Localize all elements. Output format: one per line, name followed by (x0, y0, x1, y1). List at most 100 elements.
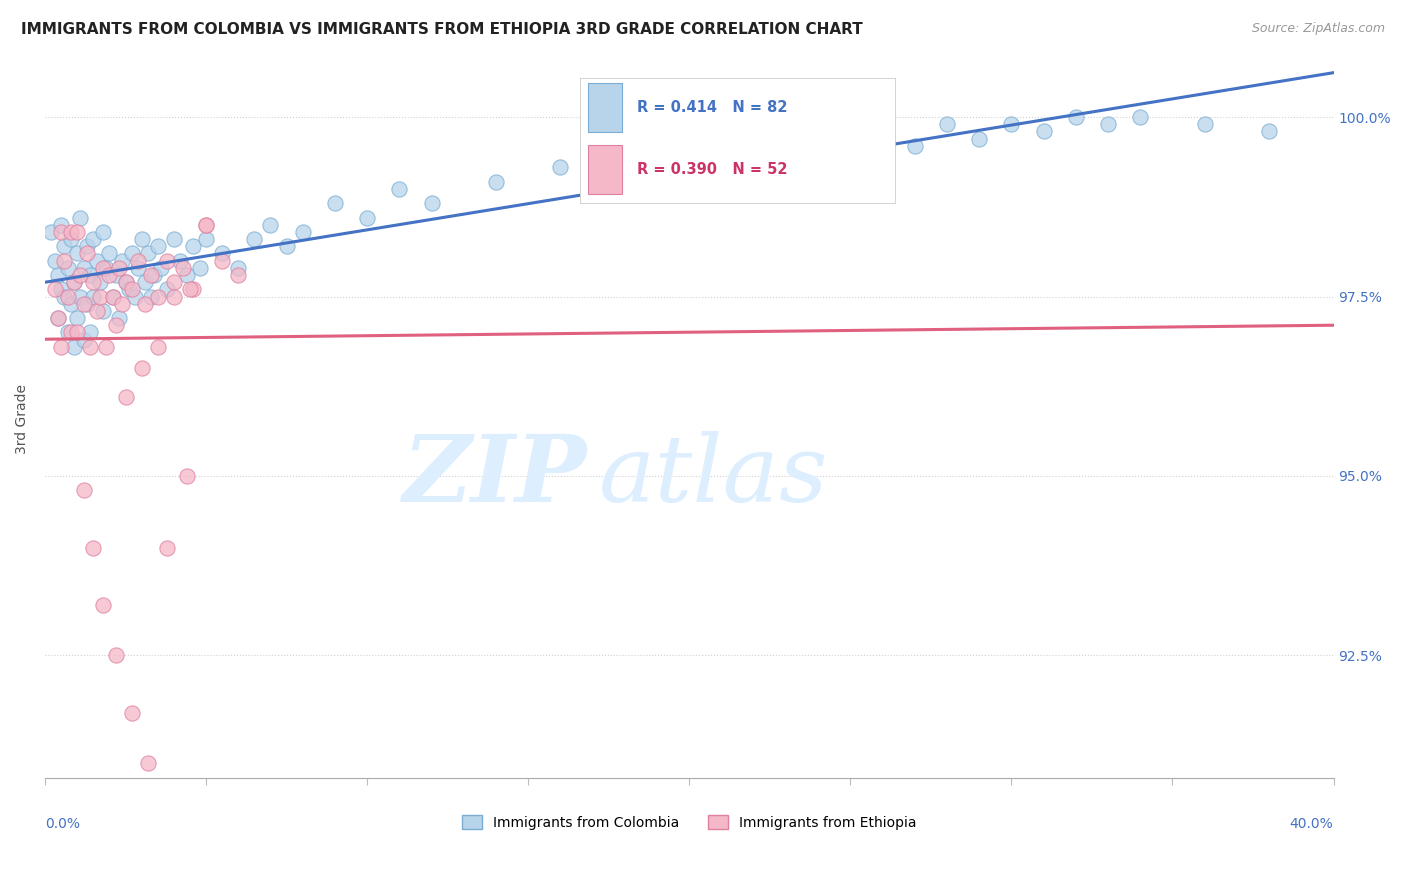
Point (46, 311, 69, 326)
Point (291, 225, 314, 239)
Y-axis label: 3rd Grade: 3rd Grade (15, 384, 30, 453)
Point (904, 138, 927, 153)
Point (104, 318, 127, 333)
Point (136, 246, 159, 260)
Point (195, 218, 218, 232)
Point (89, 275, 111, 289)
Point (131, 232, 153, 246)
Point (98, 268, 121, 282)
Point (195, 218, 218, 232)
Point (91, 599, 114, 613)
Point (1064, 110, 1087, 124)
Point (143, 268, 166, 282)
Point (101, 289, 124, 303)
Point (127, 253, 149, 268)
Point (49, 340, 72, 354)
Text: atlas: atlas (599, 431, 828, 521)
Point (156, 282, 179, 296)
Point (613, 145, 636, 160)
Text: 40.0%: 40.0% (1289, 817, 1333, 831)
Point (176, 268, 198, 282)
Point (66, 225, 89, 239)
Point (243, 232, 266, 246)
Point (53, 289, 76, 303)
Point (936, 117, 959, 131)
Point (76, 239, 98, 253)
Point (98, 246, 121, 260)
Point (146, 340, 169, 354)
Point (169, 253, 191, 268)
Point (179, 282, 201, 296)
Point (63, 275, 86, 289)
Point (195, 232, 218, 246)
Point (91, 304, 114, 318)
Point (146, 239, 169, 253)
Point (420, 196, 443, 211)
Point (49, 218, 72, 232)
Point (69, 289, 91, 303)
Point (82, 275, 104, 289)
Point (59, 225, 82, 239)
Point (114, 275, 136, 289)
Point (91, 225, 114, 239)
Point (678, 138, 700, 153)
Point (156, 541, 179, 555)
Point (181, 239, 204, 253)
Point (211, 253, 233, 268)
Point (121, 282, 143, 296)
Point (59, 232, 82, 246)
Point (56, 260, 79, 275)
Point (108, 260, 131, 275)
Point (259, 218, 281, 232)
Point (72, 260, 94, 275)
Point (66, 246, 89, 260)
Point (163, 289, 186, 303)
Point (53, 239, 76, 253)
Point (104, 648, 127, 663)
Point (96, 260, 118, 275)
Point (82, 541, 104, 555)
Point (108, 311, 131, 326)
Point (111, 296, 134, 310)
Point (76, 246, 98, 260)
Point (63, 275, 86, 289)
Point (104, 268, 127, 282)
Text: ZIP: ZIP (402, 431, 586, 521)
Point (53, 253, 76, 268)
Text: 0.0%: 0.0% (45, 817, 80, 831)
Point (146, 289, 169, 303)
Point (181, 282, 204, 296)
Point (967, 131, 990, 145)
Point (96, 340, 118, 354)
Point (188, 260, 211, 275)
Point (41, 225, 63, 239)
Point (114, 390, 136, 404)
Point (127, 260, 149, 275)
Point (323, 196, 346, 211)
Point (176, 469, 198, 483)
Point (1000, 117, 1022, 131)
Point (156, 253, 179, 268)
Point (173, 260, 195, 275)
Point (82, 232, 104, 246)
Point (118, 282, 141, 296)
Point (49, 282, 72, 296)
Point (134, 296, 156, 310)
Point (136, 756, 159, 771)
Point (1194, 117, 1216, 131)
Legend: Immigrants from Colombia, Immigrants from Ethiopia: Immigrants from Colombia, Immigrants fro… (456, 809, 922, 835)
Point (82, 289, 104, 303)
Point (72, 333, 94, 347)
Point (66, 311, 89, 326)
Text: Source: ZipAtlas.com: Source: ZipAtlas.com (1251, 22, 1385, 36)
Point (59, 326, 82, 340)
Point (388, 182, 411, 196)
Point (66, 326, 89, 340)
Point (226, 260, 249, 275)
Point (114, 275, 136, 289)
Point (79, 340, 101, 354)
Point (69, 268, 91, 282)
Point (485, 175, 508, 189)
Point (56, 289, 79, 303)
Point (44, 282, 66, 296)
